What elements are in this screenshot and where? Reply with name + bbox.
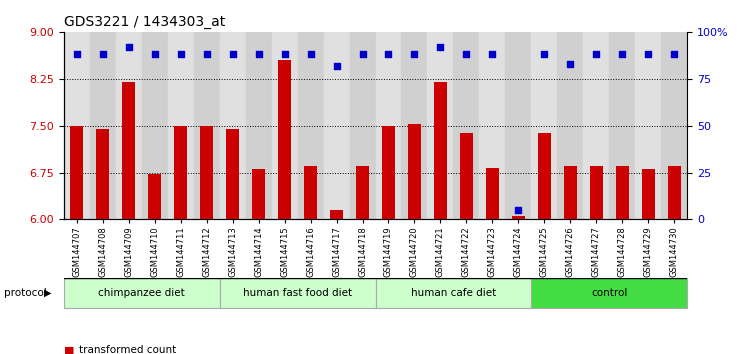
Bar [64, 278, 220, 308]
Bar [304, 166, 317, 219]
Text: GDS3221 / 1434303_at: GDS3221 / 1434303_at [64, 16, 225, 29]
Bar [167, 32, 194, 219]
Point [512, 207, 524, 213]
Text: human fast food diet: human fast food diet [243, 288, 352, 298]
Bar [376, 32, 402, 219]
Point [409, 52, 421, 57]
Bar [486, 168, 499, 219]
Bar [512, 216, 525, 219]
Bar [532, 278, 687, 308]
Point [279, 52, 291, 57]
Bar [454, 32, 479, 219]
Bar [376, 278, 532, 308]
Bar [194, 32, 220, 219]
Bar [505, 32, 532, 219]
Bar [557, 32, 584, 219]
Bar [609, 32, 635, 219]
Text: ■: ■ [64, 346, 74, 354]
Bar [590, 166, 603, 219]
Bar [330, 210, 343, 219]
Bar [616, 166, 629, 219]
Point [382, 52, 394, 57]
Point [201, 52, 213, 57]
Bar [668, 166, 680, 219]
Point [434, 44, 446, 50]
Bar [226, 129, 239, 219]
Bar [460, 133, 473, 219]
Point [149, 52, 161, 57]
Point [122, 44, 134, 50]
Text: transformed count: transformed count [79, 346, 176, 354]
Bar [220, 278, 376, 308]
Text: ▶: ▶ [44, 288, 51, 298]
Point [460, 52, 472, 57]
Bar [64, 32, 90, 219]
Point [305, 52, 317, 57]
Bar [272, 32, 297, 219]
Text: protocol: protocol [4, 288, 47, 298]
Point [252, 52, 264, 57]
Point [487, 52, 499, 57]
Bar [252, 170, 265, 219]
Point [227, 52, 239, 57]
Bar [584, 32, 609, 219]
Bar [538, 133, 550, 219]
Point [175, 52, 187, 57]
Bar [220, 32, 246, 219]
Bar [201, 126, 213, 219]
Bar [479, 32, 505, 219]
Bar [90, 32, 116, 219]
Text: human cafe diet: human cafe diet [411, 288, 496, 298]
Point [564, 61, 576, 67]
Bar [122, 82, 135, 219]
Point [97, 52, 109, 57]
Point [71, 52, 83, 57]
Point [538, 52, 550, 57]
Bar [434, 82, 447, 219]
Bar [356, 166, 369, 219]
Text: control: control [591, 288, 627, 298]
Point [668, 52, 680, 57]
Bar [532, 32, 557, 219]
Bar [635, 32, 661, 219]
Point [617, 52, 629, 57]
Bar [324, 32, 349, 219]
Bar [142, 32, 167, 219]
Bar [116, 32, 142, 219]
Bar [246, 32, 272, 219]
Bar [278, 60, 291, 219]
Point [590, 52, 602, 57]
Bar [382, 126, 395, 219]
Bar [661, 32, 687, 219]
Bar [174, 126, 187, 219]
Bar [148, 175, 161, 219]
Bar [408, 124, 421, 219]
Text: chimpanzee diet: chimpanzee diet [98, 288, 185, 298]
Bar [297, 32, 324, 219]
Bar [641, 170, 655, 219]
Point [642, 52, 654, 57]
Bar [96, 129, 110, 219]
Bar [71, 126, 83, 219]
Point [357, 52, 369, 57]
Bar [349, 32, 376, 219]
Point [330, 63, 342, 68]
Bar [402, 32, 427, 219]
Bar [427, 32, 454, 219]
Bar [564, 166, 577, 219]
